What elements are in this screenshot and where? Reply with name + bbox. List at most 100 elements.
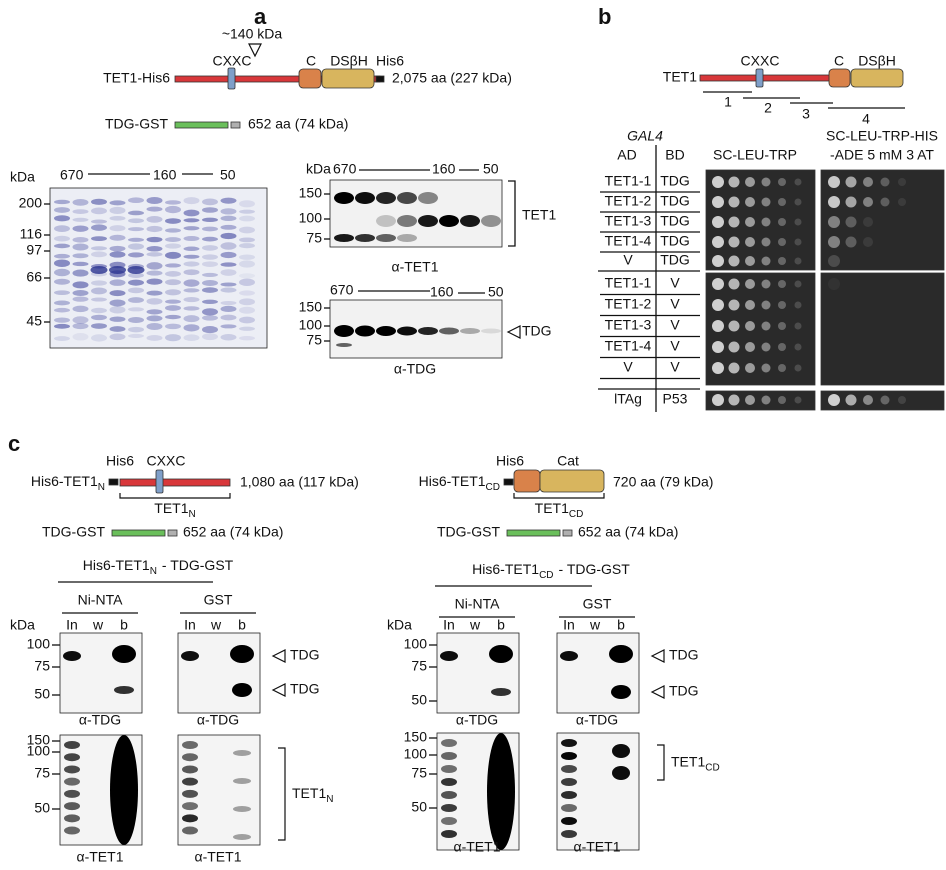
yeast-spot bbox=[712, 196, 724, 208]
yeast-spot bbox=[761, 217, 771, 227]
gel-band bbox=[90, 266, 108, 274]
gel-band bbox=[128, 210, 144, 216]
yeast-spot bbox=[794, 198, 802, 206]
gel-band bbox=[202, 217, 218, 223]
gel-band bbox=[146, 246, 163, 252]
yeast-spot bbox=[745, 300, 755, 310]
band bbox=[110, 735, 138, 845]
gel-band bbox=[165, 228, 181, 233]
yeast-spot bbox=[745, 363, 755, 373]
band bbox=[418, 192, 438, 204]
band bbox=[441, 739, 457, 747]
marker-label: 100 bbox=[27, 636, 51, 652]
band bbox=[376, 215, 396, 227]
medium-label: -ADE 5 mM 3 AT bbox=[830, 147, 934, 163]
band bbox=[481, 215, 501, 227]
marker-label: 116 bbox=[20, 226, 43, 242]
band bbox=[64, 753, 80, 762]
gel-band bbox=[72, 322, 89, 330]
marker-label: 66 bbox=[26, 269, 42, 285]
gel-band bbox=[220, 208, 237, 215]
blot bbox=[177, 632, 261, 714]
yeast-spot bbox=[761, 300, 771, 310]
yeast-spot bbox=[880, 395, 890, 405]
label-part: CD bbox=[705, 763, 719, 774]
arrowhead bbox=[506, 325, 521, 339]
band bbox=[182, 802, 198, 811]
construct-name: TDG-GST bbox=[105, 116, 168, 132]
gel-band bbox=[146, 323, 163, 330]
yeast-spot bbox=[828, 236, 840, 248]
gel-band bbox=[239, 260, 255, 268]
unit-label: kDa bbox=[10, 617, 35, 633]
gel-band bbox=[109, 306, 126, 314]
yeast-spot bbox=[712, 362, 724, 374]
bd-label: V bbox=[670, 338, 680, 354]
yeast-spot bbox=[863, 395, 873, 405]
gel-band bbox=[146, 252, 163, 257]
gst-tag bbox=[230, 121, 241, 129]
lane-label: w bbox=[589, 617, 601, 633]
yeast-spot bbox=[728, 394, 740, 406]
gel-band bbox=[109, 316, 126, 322]
gel-band bbox=[91, 334, 107, 342]
gel-band bbox=[239, 209, 255, 214]
gel-band bbox=[220, 269, 237, 276]
ad-label: TET1-4 bbox=[605, 338, 652, 354]
gel-band bbox=[109, 215, 126, 221]
antibody-label: α-TDG bbox=[394, 361, 436, 377]
label-part: His6-TET1 bbox=[472, 561, 539, 577]
gel-band bbox=[183, 334, 200, 342]
lane-label: b bbox=[238, 617, 246, 633]
gel-band bbox=[146, 335, 163, 341]
label-part: His6-TET1 bbox=[31, 473, 98, 489]
ad-label: TET1-3 bbox=[605, 213, 652, 229]
gel-band bbox=[54, 225, 70, 233]
yeast-spot bbox=[745, 197, 755, 207]
gel-band bbox=[220, 324, 237, 329]
gel-band bbox=[165, 323, 181, 330]
gel-band bbox=[91, 280, 107, 286]
band bbox=[64, 802, 80, 811]
band bbox=[355, 325, 375, 337]
gel-band bbox=[146, 270, 163, 276]
gel-band bbox=[54, 199, 70, 205]
gel-band bbox=[54, 235, 70, 242]
gel-band bbox=[220, 314, 237, 321]
panel-label: a bbox=[254, 4, 267, 29]
label-part: - TDG-GST bbox=[162, 557, 234, 573]
gel-band bbox=[91, 224, 107, 231]
ad-label: TET1-2 bbox=[605, 193, 652, 209]
gel-band bbox=[54, 290, 70, 295]
label-part: N bbox=[98, 482, 105, 493]
arrowhead bbox=[650, 649, 665, 663]
marker-label: 75 bbox=[34, 658, 50, 674]
gel-band bbox=[128, 243, 144, 250]
gel-band bbox=[239, 278, 255, 287]
gel-band bbox=[165, 251, 181, 259]
gel-band bbox=[220, 282, 237, 287]
band bbox=[561, 765, 577, 773]
band bbox=[441, 765, 457, 773]
label-part: N bbox=[189, 509, 196, 520]
bracket bbox=[657, 744, 665, 781]
c-domain bbox=[298, 68, 322, 89]
gel-band bbox=[72, 199, 89, 206]
gel-band bbox=[220, 262, 237, 267]
gel-band bbox=[109, 333, 126, 341]
yeast-spot bbox=[745, 256, 755, 266]
antibody-label: α-TDG bbox=[197, 712, 239, 728]
gel-band bbox=[239, 237, 255, 243]
band bbox=[334, 192, 354, 204]
band bbox=[397, 192, 417, 204]
yeast-spot bbox=[728, 341, 740, 353]
band bbox=[355, 192, 375, 204]
construct-name: TET1 bbox=[663, 69, 697, 85]
yeast-spot bbox=[745, 395, 755, 405]
yeast-spot bbox=[898, 396, 906, 404]
yeast-spot bbox=[761, 363, 771, 373]
gel-band bbox=[54, 317, 70, 323]
marker-label: 75 bbox=[306, 230, 322, 246]
bd-label: TDG bbox=[660, 173, 690, 189]
gel-band bbox=[220, 334, 237, 341]
